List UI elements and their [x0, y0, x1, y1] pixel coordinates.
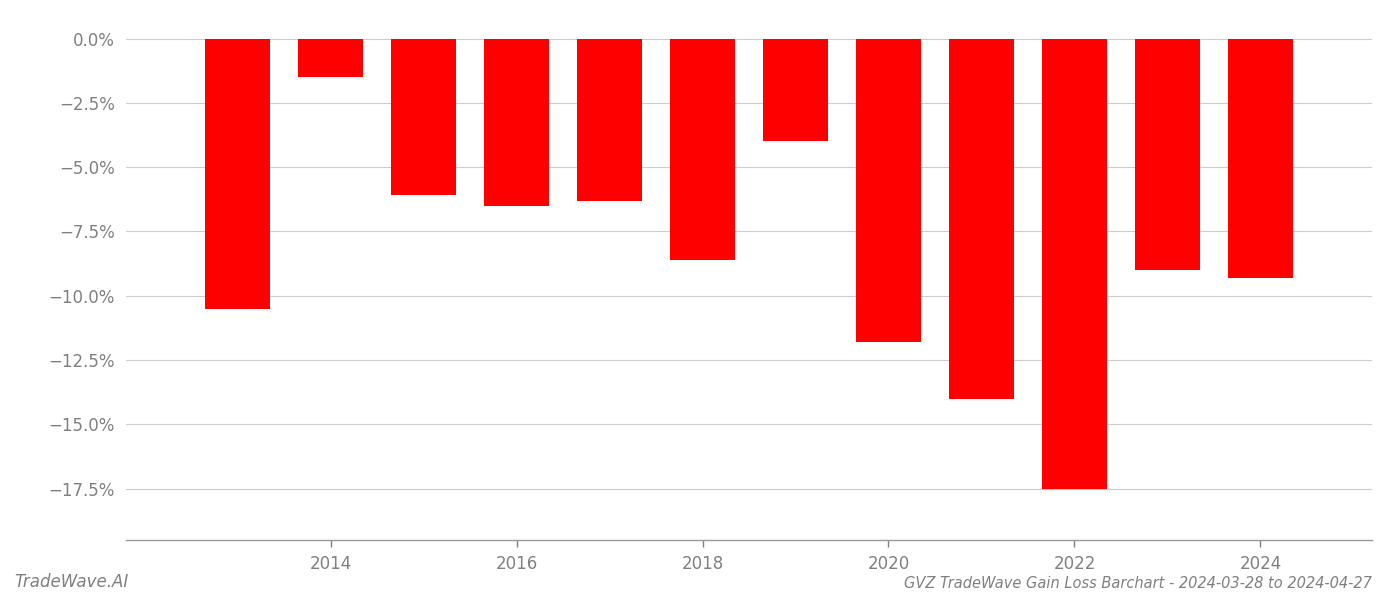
Bar [855, 38, 921, 342]
Text: TradeWave.AI: TradeWave.AI [14, 573, 129, 591]
Bar [298, 38, 363, 77]
Bar [949, 38, 1014, 398]
Bar [1135, 38, 1200, 270]
Bar [1228, 38, 1294, 278]
Bar [204, 38, 270, 308]
Bar [484, 38, 549, 206]
Bar [671, 38, 735, 260]
Text: GVZ TradeWave Gain Loss Barchart - 2024-03-28 to 2024-04-27: GVZ TradeWave Gain Loss Barchart - 2024-… [904, 576, 1372, 591]
Bar [391, 38, 456, 196]
Bar [763, 38, 827, 142]
Bar [577, 38, 643, 200]
Bar [1042, 38, 1107, 488]
